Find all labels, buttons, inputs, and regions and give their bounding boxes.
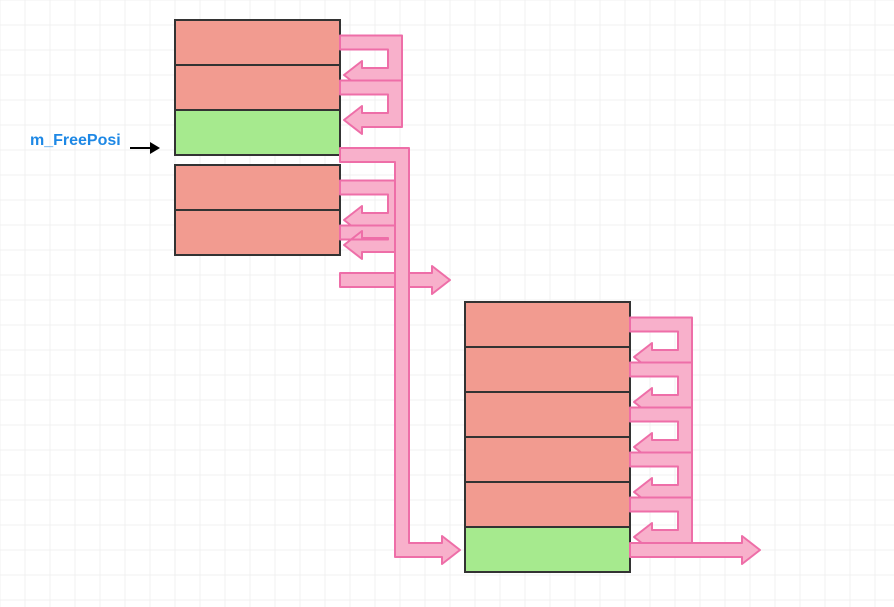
stack1-cell-0: [175, 20, 340, 65]
stack1-cell-1: [175, 65, 340, 110]
diagram-canvas: m_FreePosi: [0, 0, 894, 607]
background: [0, 0, 894, 607]
stack2-cell-3: [465, 437, 630, 482]
stack2-cell-0: [465, 302, 630, 347]
free-posi-label: m_FreePosi: [30, 132, 121, 149]
stack2-cell-1: [465, 347, 630, 392]
stack1-cell-4: [175, 210, 340, 255]
stack2-cell-5: [465, 527, 630, 572]
stack1-cell-2: [175, 110, 340, 155]
stack1-cell-3: [175, 165, 340, 210]
stack2-cell-4: [465, 482, 630, 527]
stack2-cell-2: [465, 392, 630, 437]
